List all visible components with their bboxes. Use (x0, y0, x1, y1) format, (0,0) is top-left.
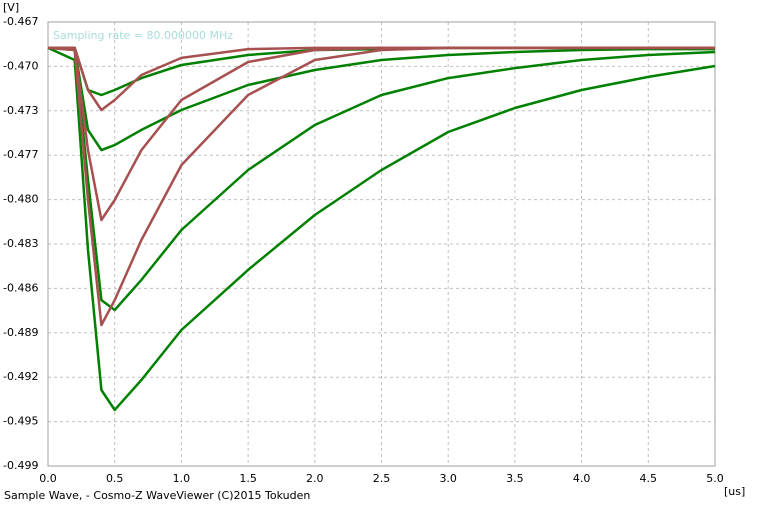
waveform (47, 46, 716, 312)
y-tick-label: -0.483 (3, 237, 38, 250)
x-tick-label: 4.0 (573, 472, 591, 485)
x-tick-label: 0.0 (39, 472, 57, 485)
y-axis-label: [V] (3, 1, 19, 14)
waveform (47, 46, 716, 412)
waveform (48, 46, 715, 152)
waveform (48, 46, 715, 112)
x-tick-label: 0.5 (106, 472, 124, 485)
y-tick-label: -0.495 (3, 415, 38, 428)
y-tick-label: -0.499 (3, 459, 38, 472)
y-tick-label: -0.477 (3, 148, 38, 161)
x-tick-label: 1.0 (173, 472, 191, 485)
x-axis-label: [us] (724, 485, 745, 498)
y-tick-label: -0.489 (3, 326, 38, 339)
y-tick-label: -0.470 (3, 59, 38, 72)
y-tick-label: -0.467 (3, 15, 38, 28)
y-tick-label: -0.486 (3, 281, 38, 294)
x-tick-label: 2.5 (373, 472, 391, 485)
caption: Sample Wave, - Cosmo-Z WaveViewer (C)201… (4, 489, 310, 502)
x-tick-label: 2.0 (306, 472, 324, 485)
plot-frame (47, 21, 716, 467)
y-tick-label: -0.480 (3, 193, 38, 206)
y-tick-label: -0.492 (3, 370, 38, 383)
x-tick-label: 4.5 (640, 472, 658, 485)
x-tick-label: 5.0 (706, 472, 724, 485)
annotation: Sampling rate = 80.000000 MHz (53, 29, 233, 42)
x-tick-label: 3.0 (439, 472, 457, 485)
x-tick-label: 3.5 (506, 472, 524, 485)
y-tick-label: -0.473 (3, 104, 38, 117)
x-tick-label: 1.5 (239, 472, 257, 485)
